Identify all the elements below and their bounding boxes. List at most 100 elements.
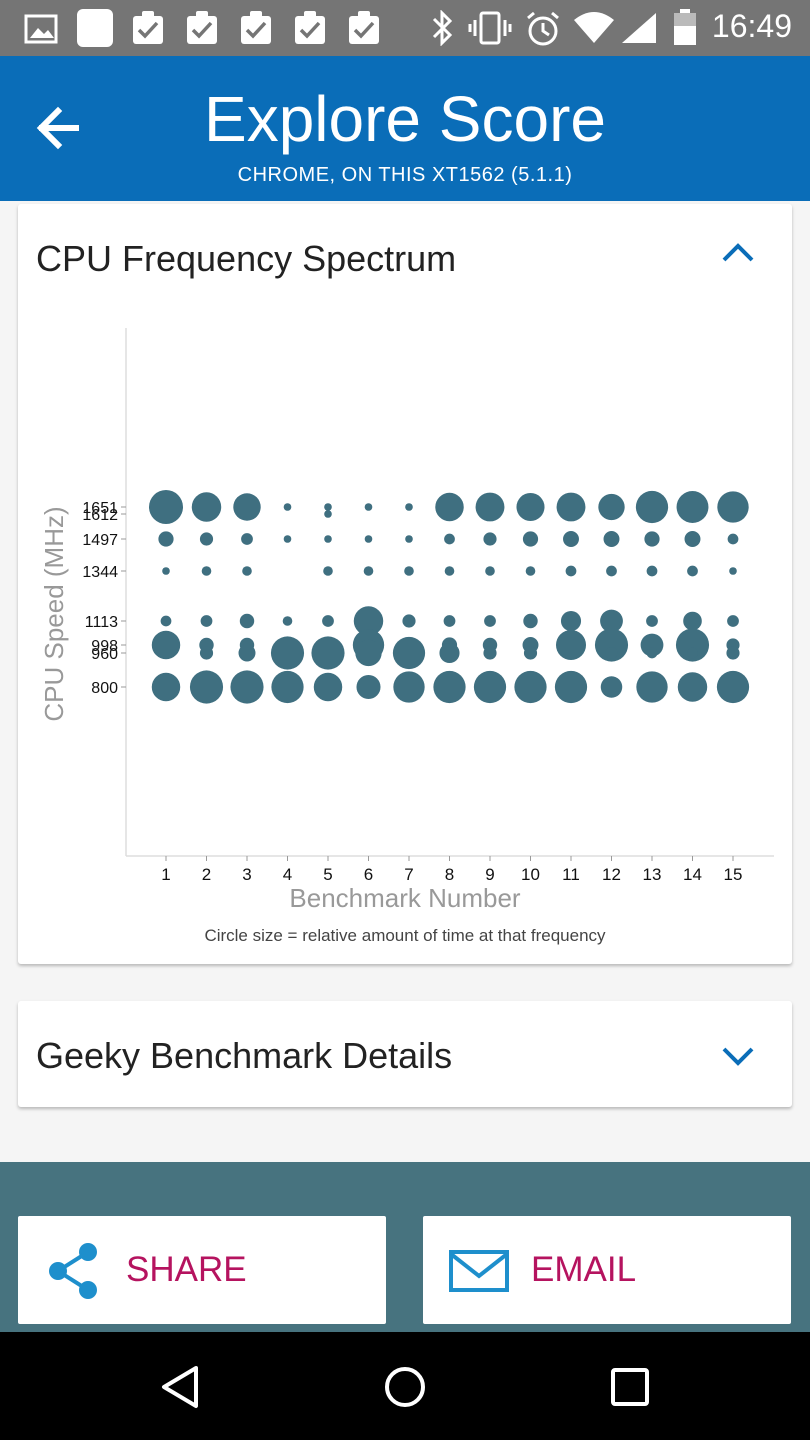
data-bubble — [556, 492, 586, 522]
y-axis-label: CPU Speed (MHz) — [39, 506, 69, 721]
data-bubble — [355, 639, 382, 667]
data-bubble — [717, 491, 749, 523]
data-bubble — [405, 503, 413, 511]
home-circle-icon[interactable] — [380, 1362, 430, 1412]
y-tick-label: 800 — [91, 680, 118, 697]
data-bubble — [485, 566, 495, 576]
geeky-benchmark-card[interactable]: Geeky Benchmark Details — [18, 1001, 792, 1107]
data-bubble — [444, 566, 455, 576]
clipboard-check-icon — [133, 11, 163, 44]
data-bubble — [353, 606, 384, 636]
image-icon — [24, 14, 58, 44]
x-tick-label: 11 — [562, 865, 580, 884]
data-bubble — [324, 510, 332, 518]
data-bubble — [392, 636, 426, 670]
vibrate-icon — [468, 11, 512, 45]
email-button[interactable]: EMAIL — [423, 1216, 791, 1324]
data-bubble — [238, 644, 256, 662]
data-bubble — [636, 671, 668, 703]
data-bubble — [364, 503, 373, 511]
data-bubble — [603, 531, 620, 547]
data-bubble — [311, 636, 345, 670]
data-bubble — [239, 613, 255, 629]
data-bubble — [675, 628, 710, 662]
data-bubble — [162, 567, 170, 575]
data-bubble — [199, 532, 214, 546]
data-bubble — [283, 535, 292, 543]
data-bubble — [313, 672, 343, 702]
data-bubble — [684, 531, 701, 547]
data-bubble — [523, 646, 538, 660]
data-bubble — [189, 670, 224, 704]
alarm-icon — [527, 11, 559, 46]
x-tick-label: 1 — [161, 865, 170, 884]
arrow-left-icon[interactable] — [28, 98, 88, 158]
x-tick-label: 14 — [683, 865, 702, 884]
mail-icon — [449, 1250, 509, 1292]
recents-square-icon[interactable] — [605, 1362, 655, 1412]
data-bubble — [726, 646, 740, 660]
data-bubble — [242, 566, 252, 576]
x-tick-label: 4 — [283, 865, 292, 884]
data-bubble — [283, 503, 292, 511]
data-bubble — [473, 670, 507, 704]
data-bubble — [516, 492, 545, 522]
data-bubble — [322, 615, 334, 627]
x-axis-label: Benchmark Number — [289, 883, 521, 913]
data-bubble — [233, 493, 261, 521]
data-bubble — [443, 615, 456, 627]
data-bubble — [555, 629, 587, 661]
data-bubble — [158, 531, 174, 547]
data-bubble — [324, 503, 332, 511]
back-triangle-icon[interactable] — [156, 1362, 206, 1412]
data-bubble — [324, 535, 332, 543]
chevron-up-icon[interactable] — [720, 234, 756, 270]
data-bubble — [635, 490, 669, 524]
x-tick-label: 6 — [364, 865, 373, 884]
data-bubble — [433, 670, 466, 704]
data-bubble — [565, 565, 577, 577]
data-bubble — [729, 567, 737, 575]
system-nav-bar — [0, 1332, 810, 1440]
clipboard-check-icon — [241, 11, 271, 44]
data-bubble — [402, 614, 416, 628]
data-bubble — [600, 676, 623, 698]
data-bubble — [676, 491, 709, 523]
data-bubble — [605, 647, 618, 659]
data-bubble — [514, 670, 547, 704]
app-bar: Explore Score CHROME, ON THIS XT1562 (5.… — [0, 56, 810, 201]
data-bubble — [435, 492, 464, 522]
data-bubble — [727, 615, 739, 627]
share-icon — [49, 1243, 97, 1299]
x-tick-label: 7 — [404, 865, 413, 884]
status-time: 16:49 — [711, 8, 792, 44]
data-bubble — [594, 628, 629, 662]
y-tick-label: 1612 — [82, 507, 118, 524]
data-bubble — [199, 646, 214, 660]
share-button[interactable]: SHARE — [18, 1216, 386, 1324]
data-bubble — [560, 610, 582, 632]
y-tick-label: 998 — [91, 638, 118, 655]
data-bubble — [356, 674, 381, 700]
y-tick-label: 1113 — [85, 614, 118, 631]
chevron-down-icon[interactable] — [720, 1039, 756, 1075]
data-bubble — [271, 670, 304, 704]
x-tick-label: 3 — [242, 865, 251, 884]
page-title: Explore Score — [204, 83, 606, 155]
data-bubble — [683, 611, 702, 631]
data-bubble — [483, 532, 497, 546]
battery-icon — [674, 9, 696, 45]
bluetooth-icon — [432, 10, 453, 46]
data-bubble — [687, 647, 698, 659]
data-bubble — [364, 535, 373, 543]
cpu-card-title: CPU Frequency Spectrum — [36, 238, 457, 279]
data-bubble — [525, 566, 536, 576]
x-tick-label: 15 — [724, 865, 743, 884]
signal-icon — [622, 13, 656, 43]
data-bubble — [282, 616, 293, 626]
data-bubble — [270, 636, 305, 670]
data-bubble — [201, 566, 212, 576]
page-subtitle: CHROME, ON THIS XT1562 (5.1.1) — [237, 164, 573, 186]
data-bubble — [523, 613, 538, 629]
